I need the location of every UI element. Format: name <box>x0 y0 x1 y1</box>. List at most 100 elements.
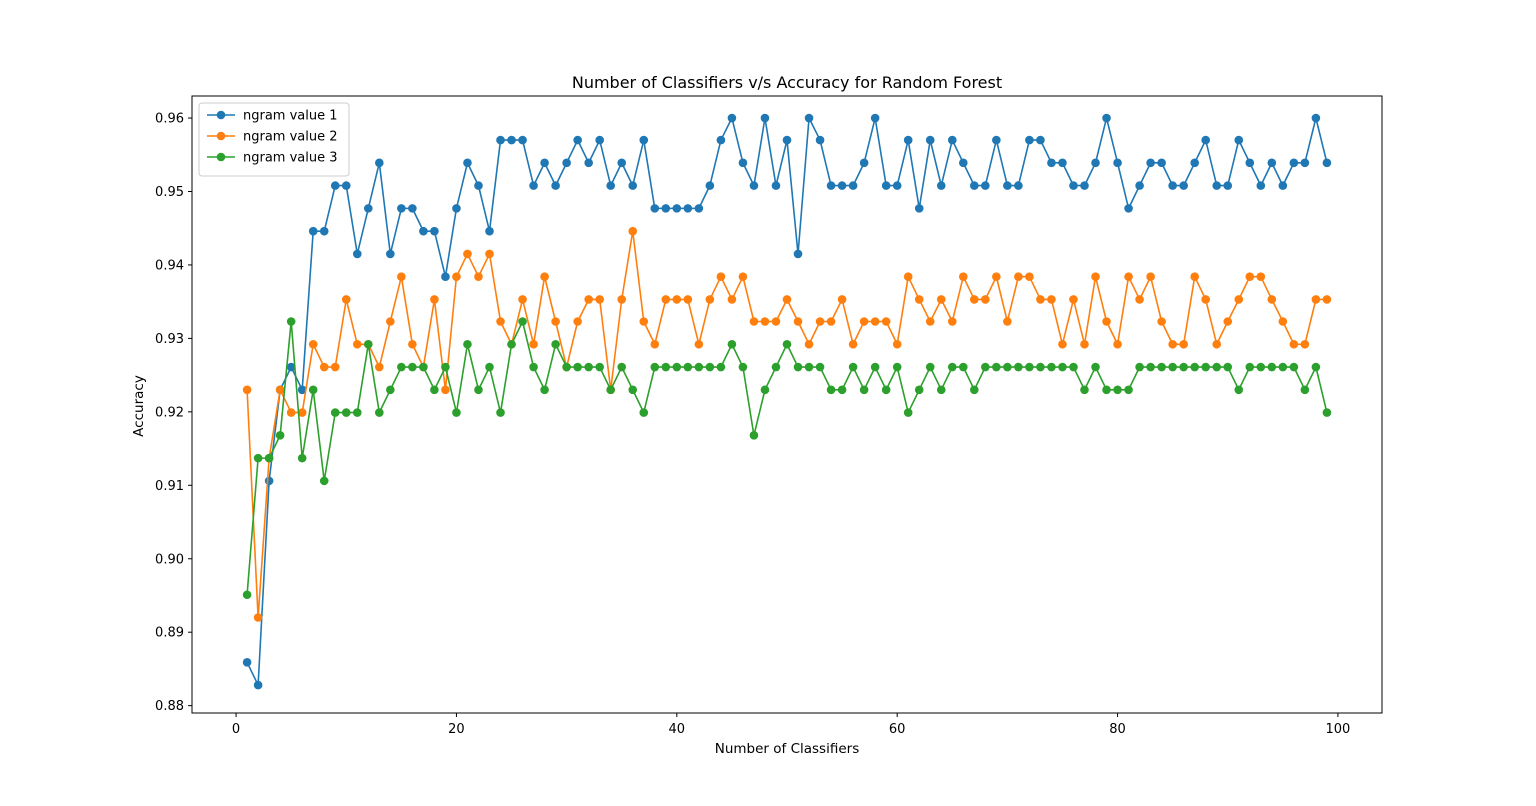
data-point <box>297 408 307 417</box>
data-point <box>1113 385 1122 395</box>
data-point <box>595 135 604 145</box>
data-point <box>1278 181 1288 190</box>
data-point <box>903 272 913 281</box>
data-point <box>275 385 285 395</box>
data-point <box>1069 181 1078 190</box>
data-point <box>1201 362 1210 372</box>
data-point <box>661 204 671 213</box>
data-point <box>1124 385 1133 395</box>
legend-item: ngram value 1 <box>207 109 338 124</box>
data-point <box>970 295 979 304</box>
data-point <box>1223 362 1233 372</box>
data-point <box>364 204 373 213</box>
data-point <box>1311 113 1321 123</box>
data-point <box>1157 158 1166 168</box>
legend-swatch-marker <box>216 131 226 141</box>
data-point <box>1300 385 1310 395</box>
data-point <box>727 295 737 304</box>
data-point <box>595 295 604 304</box>
x-tick-label: 60 <box>889 722 906 737</box>
data-point <box>981 362 990 372</box>
data-point <box>771 362 781 372</box>
data-point <box>308 226 318 236</box>
data-point <box>981 181 990 190</box>
data-point <box>551 339 560 349</box>
data-point <box>253 613 263 622</box>
x-tick-label: 80 <box>1109 722 1126 737</box>
data-point <box>1289 339 1299 349</box>
data-point <box>1311 295 1321 304</box>
data-point <box>1234 385 1244 395</box>
data-point <box>430 226 439 236</box>
data-point <box>1278 362 1288 372</box>
data-point <box>286 362 296 372</box>
data-point <box>474 385 483 395</box>
legend-item: ngram value 2 <box>207 130 338 145</box>
x-axis-title: Number of Classifiers <box>715 741 860 757</box>
data-point <box>507 135 516 145</box>
data-point <box>474 181 483 190</box>
data-point <box>496 135 505 145</box>
data-point <box>518 135 527 145</box>
data-point <box>1146 272 1155 281</box>
data-point <box>738 272 748 281</box>
data-point <box>870 317 880 326</box>
data-point <box>1322 158 1332 168</box>
data-point <box>705 295 715 304</box>
data-point <box>738 362 748 372</box>
data-point <box>253 453 263 463</box>
legend-box <box>198 102 350 177</box>
data-point <box>319 362 329 372</box>
data-point <box>1047 362 1056 372</box>
data-point <box>650 362 660 372</box>
data-point <box>1289 158 1299 168</box>
series-group <box>242 113 1332 690</box>
data-point <box>352 339 362 349</box>
data-point <box>1124 272 1133 281</box>
data-point <box>606 385 615 395</box>
data-point <box>826 385 836 395</box>
data-point <box>1212 181 1222 190</box>
data-point <box>375 158 384 168</box>
data-point <box>319 476 329 486</box>
data-point <box>694 204 704 213</box>
data-point <box>308 339 318 349</box>
data-point <box>1036 295 1045 304</box>
data-point <box>1212 339 1222 349</box>
data-point <box>297 385 307 395</box>
data-point <box>848 181 858 190</box>
y-tick-label: 0.89 <box>155 626 184 641</box>
data-point <box>804 113 814 123</box>
data-point <box>253 680 263 690</box>
data-point <box>1278 317 1288 326</box>
data-point <box>837 295 847 304</box>
y-tick-label: 0.92 <box>155 405 184 420</box>
data-point <box>1245 158 1255 168</box>
data-point <box>1091 272 1100 281</box>
series-layer <box>242 113 1332 690</box>
data-point <box>1179 181 1188 190</box>
data-point <box>1256 272 1266 281</box>
data-point <box>529 181 538 190</box>
data-point <box>1003 317 1012 326</box>
data-point <box>375 408 384 417</box>
data-point <box>705 362 715 372</box>
data-point <box>352 408 362 417</box>
data-point <box>1234 135 1244 145</box>
data-point <box>540 272 549 281</box>
data-point <box>330 362 340 372</box>
data-point <box>408 204 417 213</box>
data-point <box>1146 158 1155 168</box>
data-point <box>1168 181 1177 190</box>
data-point <box>386 317 395 326</box>
data-point <box>936 181 946 190</box>
data-point <box>408 362 417 372</box>
y-axis-title: Accuracy <box>131 375 147 437</box>
data-point <box>859 158 869 168</box>
data-point <box>1025 362 1034 372</box>
data-point <box>881 317 891 326</box>
data-point <box>650 339 660 349</box>
data-point <box>1135 362 1144 372</box>
data-point <box>1300 339 1310 349</box>
data-point <box>1223 317 1233 326</box>
